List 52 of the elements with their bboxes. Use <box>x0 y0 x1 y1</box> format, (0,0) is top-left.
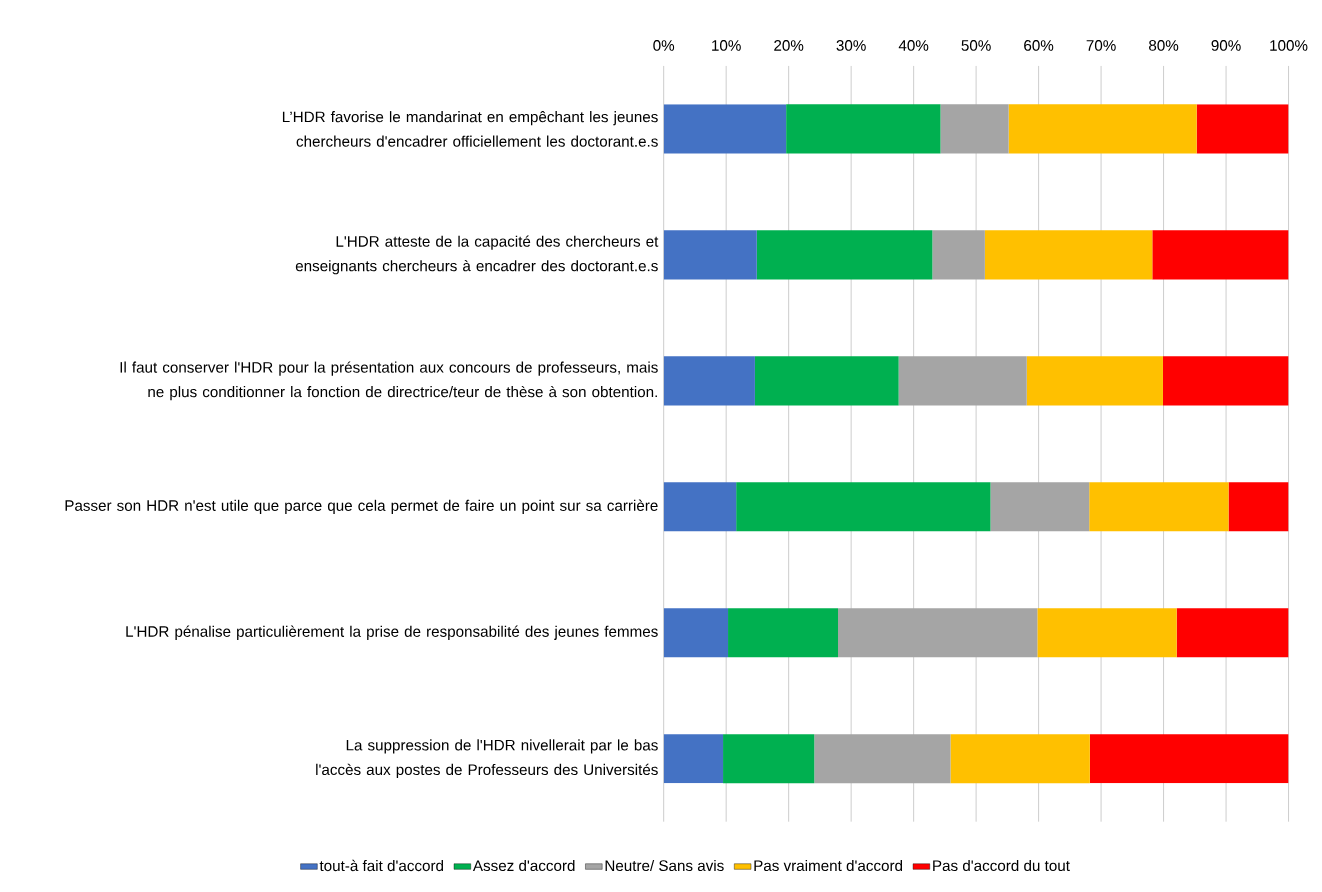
x-tick-label: 20% <box>774 40 804 52</box>
x-tick-label: 90% <box>1211 40 1241 52</box>
x-tick-label: 10% <box>712 40 741 52</box>
bar <box>1089 734 1289 784</box>
bar <box>663 230 757 280</box>
x-tick-label: 70% <box>1086 40 1116 52</box>
bar <box>663 104 787 154</box>
y-tick-label: L'HDR atteste de la capacité des chercheurs et enseignants chercheurs à encadrer des doctorant.e.s <box>295 235 659 275</box>
bar <box>663 608 729 658</box>
bar <box>728 608 839 658</box>
legend-label: Pas d'accord du tout <box>933 860 1070 872</box>
bar <box>663 482 737 532</box>
bar <box>940 104 1009 154</box>
x-tick-label: 100% <box>1270 40 1308 52</box>
bar <box>736 482 991 532</box>
legend-label: Assez d'accord <box>472 860 575 872</box>
legend-label: Neutre/ Sans avis <box>605 860 724 872</box>
bar <box>663 356 755 406</box>
bar <box>1176 608 1289 658</box>
bar <box>756 230 933 280</box>
x-tick-label: 50% <box>961 40 991 52</box>
bar <box>1026 356 1163 406</box>
bar <box>1037 608 1177 658</box>
bar <box>1152 230 1289 280</box>
bar <box>1228 482 1289 532</box>
bar <box>984 230 1153 280</box>
bar <box>663 734 724 784</box>
bar <box>1089 482 1229 532</box>
y-tick-label: L'HDR pénalise particulièrement la prise de responsabilité des jeunes femmes <box>126 625 658 641</box>
y-tick-label: Passer son HDR n'est utile que parce que cela permet de faire un point sur sa carrière <box>65 499 658 515</box>
bar <box>814 734 951 784</box>
bar <box>932 230 985 280</box>
y-tick-label: Il faut conserver l'HDR pour la présentation aux concours de professeurs, mais ne plus conditionner la fonction de directrice/teur de thèse à son obtention. <box>120 361 658 401</box>
x-tick-label: 40% <box>898 40 929 52</box>
bar <box>754 356 899 406</box>
x-tick-label: 80% <box>1149 40 1179 52</box>
legend-label: tout-à fait d'accord <box>319 860 444 872</box>
bar <box>838 608 1038 658</box>
bar <box>1008 104 1197 154</box>
bar <box>950 734 1090 784</box>
legend-label: Pas vraiment d'accord <box>754 860 903 872</box>
bar <box>723 734 815 784</box>
bar <box>786 104 941 154</box>
bar <box>990 482 1090 532</box>
x-tick-label: 0% <box>653 40 675 52</box>
bar <box>898 356 1027 406</box>
y-tick-label: La suppression de l'HDR nivellerait par le bas l'accès aux postes de Professeurs des Universités <box>316 739 658 779</box>
bar <box>1196 104 1289 154</box>
y-tick-label: L’HDR favorise le mandarinat en empêchant les jeunes chercheurs d'encadrer officiellement les doctorant.e.s <box>282 111 658 148</box>
x-tick-label: 30% <box>836 40 866 52</box>
bar <box>1162 356 1289 406</box>
x-tick-label: 60% <box>1024 40 1054 52</box>
